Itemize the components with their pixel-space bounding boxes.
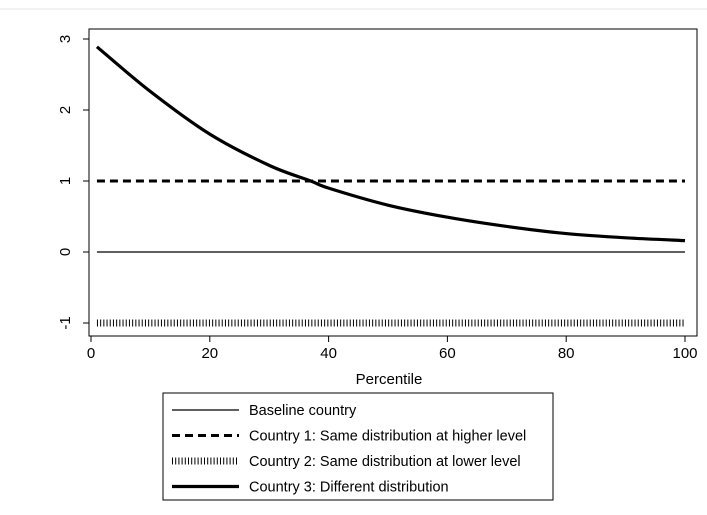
x-tick-label: 60 [439, 345, 456, 362]
legend-label: Country 1: Same distribution at higher l… [249, 429, 526, 445]
plot-area [88, 28, 698, 337]
legend-label: Country 2: Same distribution at lower le… [249, 454, 521, 470]
series-line-4 [95, 45, 686, 243]
x-tick-label: 20 [201, 345, 218, 362]
y-tick-label: 2 [57, 106, 74, 114]
y-tick-label: 0 [57, 248, 74, 256]
x-axis-title: Percentile [356, 371, 423, 388]
y-tick-label: 1 [57, 177, 74, 185]
x-tick-label: 80 [558, 345, 575, 362]
legend-label: Country 3: Different distribution [249, 480, 449, 496]
x-tick-label: 40 [320, 345, 337, 362]
x-tick-label: 100 [672, 345, 697, 362]
y-tick-label: -1 [57, 316, 74, 329]
y-tick-label: 3 [57, 35, 74, 43]
legend-label: Baseline country [249, 403, 357, 419]
axes: 0 20 40 60 80 100 -1 0 1 2 3 [0, 8, 707, 362]
legend-box [162, 392, 554, 501]
series-layer [95, 45, 686, 327]
legend: Baseline country Country 1: Same distribu… [162, 392, 554, 501]
x-tick-label: 0 [87, 345, 95, 362]
